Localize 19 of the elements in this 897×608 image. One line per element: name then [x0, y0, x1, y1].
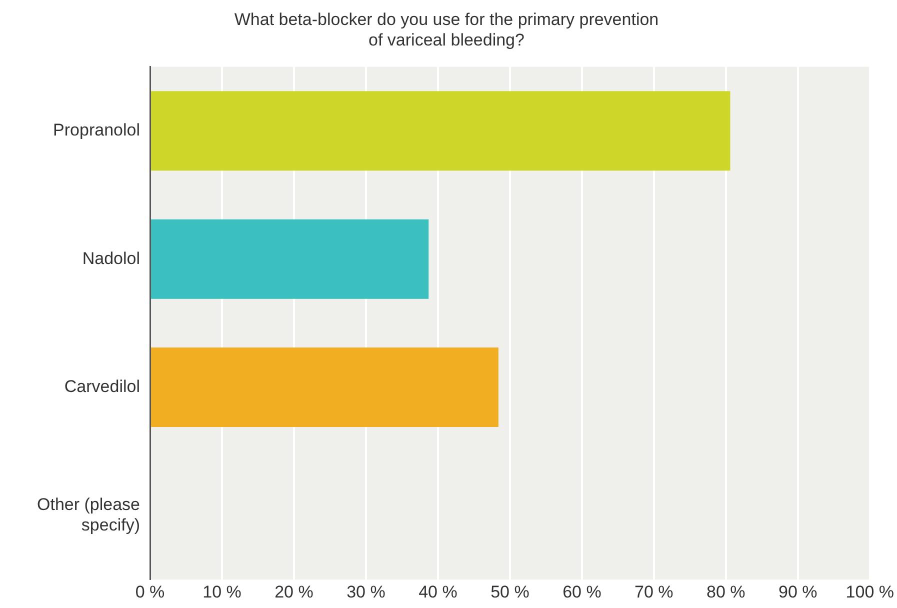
x-tick-label: 90 %	[778, 582, 818, 602]
x-tick-label: 30 %	[346, 582, 386, 602]
y-tick-label: Propranolol	[53, 120, 140, 140]
bar	[151, 91, 730, 171]
x-tick-label: 10 %	[202, 582, 242, 602]
x-tick-label: 60 %	[562, 582, 602, 602]
y-tick-label: Carvedilol	[64, 376, 140, 396]
x-tick-label: 80 %	[706, 582, 746, 602]
y-tick-label: Nadolol	[82, 248, 140, 268]
chart-title: What beta-blocker do you use for the primary prevention of variceal bleeding?	[234, 10, 659, 50]
bar	[151, 348, 498, 428]
y-tick-label: Other (please specify)	[37, 494, 140, 534]
x-tick-label: 40 %	[418, 582, 458, 602]
x-tick-label: 100 %	[846, 582, 894, 602]
x-tick-label: 50 %	[490, 582, 530, 602]
x-tick-label: 20 %	[274, 582, 314, 602]
bar	[151, 219, 429, 299]
x-tick-label: 0 %	[135, 582, 165, 602]
x-tick-label: 70 %	[634, 582, 674, 602]
